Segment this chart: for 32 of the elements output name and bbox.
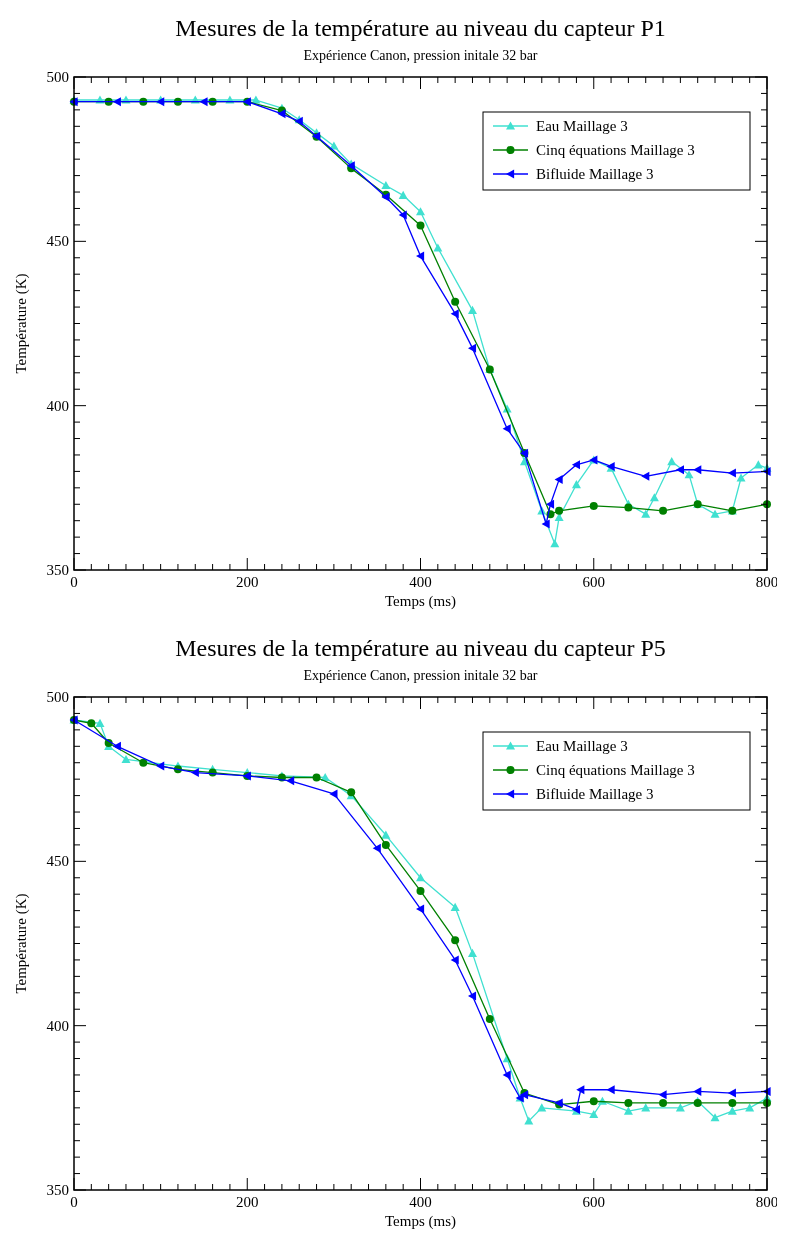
y-tick-label: 350: [46, 1182, 69, 1198]
chart-subtitle: Expérience Canon, pression initale 32 bar: [303, 668, 538, 683]
x-tick-label: 600: [582, 574, 605, 590]
x-tick-label: 600: [582, 1194, 605, 1210]
chart-title: Mesures de la température au niveau du capteur P5: [175, 635, 666, 661]
legend-label: Eau Maillage 3: [536, 738, 628, 754]
legend-label: Bifluide Maillage 3: [536, 166, 654, 182]
x-tick-label: 200: [236, 574, 259, 590]
x-tick-label: 800: [755, 574, 779, 590]
y-tick-label: 500: [46, 689, 69, 705]
legend-label: Eau Maillage 3: [536, 118, 628, 134]
y-tick-label: 500: [46, 69, 69, 85]
x-tick-label: 400: [409, 1194, 432, 1210]
x-tick-label: 0: [70, 574, 78, 590]
x-axis-title: Temps (ms): [384, 593, 457, 610]
legend-label: Cinq équations Maillage 3: [536, 142, 695, 158]
chart-title: Mesures de la température au niveau du capteur P1: [175, 15, 666, 41]
x-axis-title: Temps (ms): [384, 1213, 457, 1230]
x-tick-label: 800: [755, 1194, 779, 1210]
y-tick-label: 400: [46, 1017, 69, 1034]
y-tick-label: 350: [46, 562, 69, 578]
y-tick-label: 450: [46, 853, 69, 870]
legend-label: Cinq équations Maillage 3: [536, 762, 695, 778]
x-tick-label: 0: [70, 1194, 78, 1210]
y-axis-title: Température (K): [13, 893, 30, 994]
x-tick-label: 200: [236, 1194, 259, 1210]
y-tick-label: 450: [46, 233, 69, 250]
y-tick-label: 400: [46, 397, 69, 414]
chart-subtitle: Expérience Canon, pression initale 32 bar: [303, 48, 538, 63]
x-tick-label: 400: [409, 574, 432, 590]
legend-label: Bifluide Maillage 3: [536, 786, 654, 802]
y-axis-title: Température (K): [13, 273, 30, 374]
